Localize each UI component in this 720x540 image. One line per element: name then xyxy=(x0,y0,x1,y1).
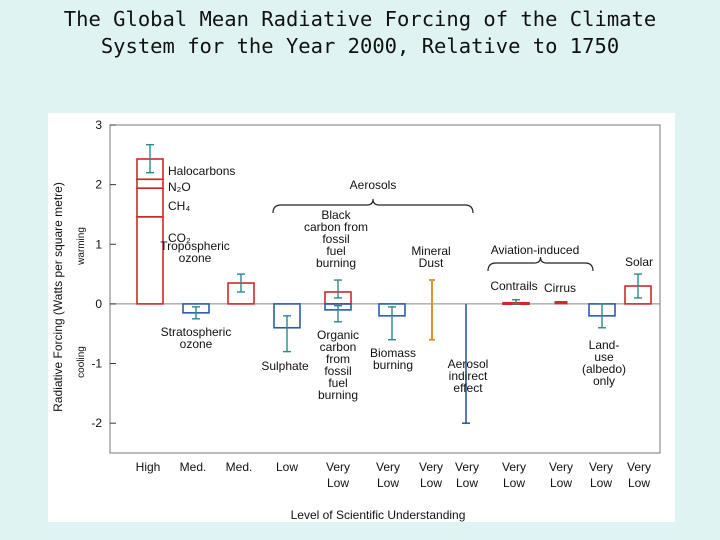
label-biomass-burning: Biomass burning xyxy=(370,346,416,372)
label-tropospheric-ozone: Tropospheric ozone xyxy=(160,239,230,265)
understanding-label: Very Low xyxy=(549,460,573,490)
label-cirrus: Cirrus xyxy=(544,281,576,295)
label-sulphate: Sulphate xyxy=(261,359,309,373)
understanding-label: Very Low xyxy=(589,460,613,490)
radiative-forcing-chart: -2 -1 0 1 2 3 Radiative Forcing (Watts per squ… xyxy=(51,118,661,522)
understanding-label: Very Low xyxy=(419,460,443,490)
label-land-use: Land-use (albedo) only xyxy=(582,338,626,388)
ghg-segment-co2 xyxy=(136,216,164,305)
understanding-label: High xyxy=(136,460,161,474)
understanding-label: Med. xyxy=(180,460,207,474)
aerosols-brace xyxy=(272,198,474,214)
y-cooling-label: cooling xyxy=(76,346,87,378)
understanding-label: Med. xyxy=(226,460,253,474)
ghg-label-n2o: N₂O xyxy=(168,180,191,194)
label-mineral-dust: Mineral Dust xyxy=(411,244,450,270)
ghg-segment-ch4 xyxy=(136,187,164,218)
ghg-segment-n2o xyxy=(136,178,164,190)
group-label-aviation: Aviation-induced xyxy=(491,243,580,257)
ghg-label-co2: CO₂ xyxy=(168,231,191,245)
plot-frame xyxy=(109,124,661,454)
y-tick-label: -1 xyxy=(91,357,102,371)
y-tick-label: 2 xyxy=(95,178,102,192)
chart-panel: -2 -1 0 1 2 3 Radiative Forcing (Watts per squ… xyxy=(48,113,675,522)
understanding-label: Very Low xyxy=(502,460,526,490)
ghg-label-halocarbons: Halocarbons xyxy=(168,164,235,178)
understanding-label: Very Low xyxy=(627,460,651,490)
understanding-label: Very Low xyxy=(326,460,350,490)
label-contrails: Contrails xyxy=(490,279,537,293)
x-axis-label: Level of Scientific Understanding xyxy=(291,508,466,522)
group-label-aerosols: Aerosols xyxy=(350,178,397,192)
label-solar: Solar xyxy=(625,255,653,269)
title-line-1: The Global Mean Radiative Forcing of the… xyxy=(63,7,657,31)
title-line-2: System for the Year 2000, Relative to 17… xyxy=(100,34,620,58)
y-axis-label: Radiative Forcing (Watts per square metr… xyxy=(51,182,65,412)
y-warming-label: warming xyxy=(76,227,87,266)
bar-cirrus xyxy=(554,301,568,305)
label-stratospheric-ozone: Stratospheric ozone xyxy=(161,325,232,351)
y-tick-label: 0 xyxy=(95,297,102,311)
understanding-label: Very Low xyxy=(455,460,479,490)
label-organic-carbon: Organic carbon from fossil fuel burning xyxy=(317,328,359,402)
y-tick-label: 3 xyxy=(95,118,102,132)
understanding-label: Low xyxy=(276,460,298,474)
label-aerosol-indirect-effect: Aerosol indirect effect xyxy=(448,357,489,395)
understanding-label: Very Low xyxy=(376,460,400,490)
slide-title: The Global Mean Radiative Forcing of the… xyxy=(0,6,720,60)
y-tick-label: 1 xyxy=(95,237,102,251)
aviation-brace xyxy=(487,256,594,272)
label-black-carbon: Black carbon from fossil fuel burning xyxy=(304,208,368,270)
y-tick-label: -2 xyxy=(91,416,102,430)
ghg-label-ch4: CH₄ xyxy=(168,199,190,213)
